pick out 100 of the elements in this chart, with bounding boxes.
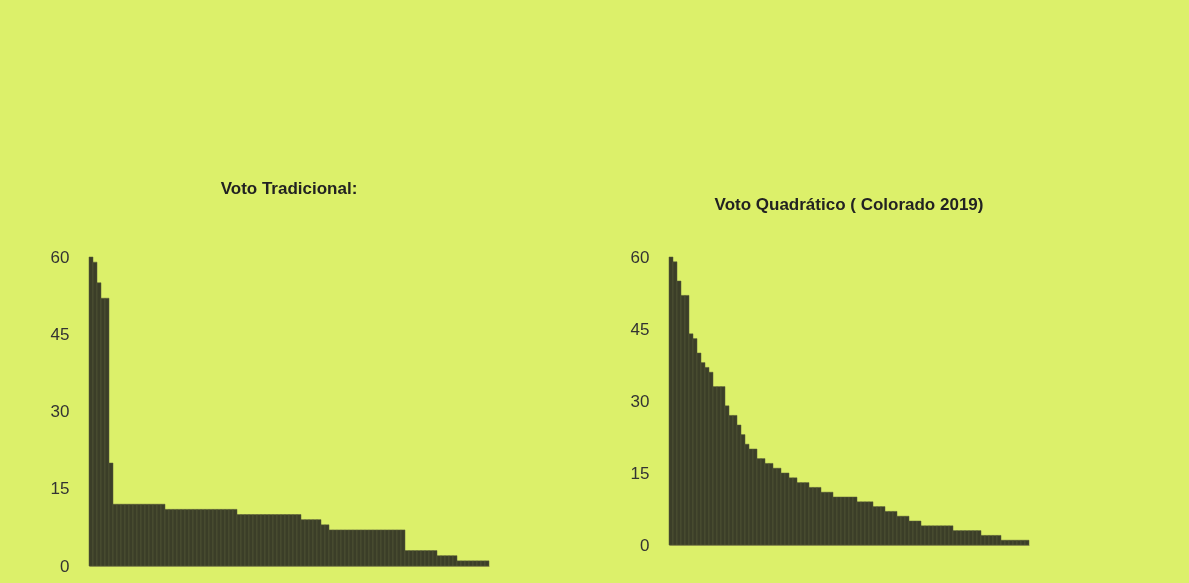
bar <box>240 514 246 567</box>
chart-title: Voto Quadrático ( Colorado 2019) <box>714 195 984 214</box>
bar <box>368 529 374 567</box>
y-tick-label: 0 <box>60 556 70 576</box>
bar <box>748 448 754 546</box>
bar <box>124 503 130 567</box>
bar <box>268 514 274 567</box>
bar <box>128 503 134 567</box>
bar <box>296 514 302 567</box>
bar <box>960 530 966 546</box>
bar <box>248 514 254 567</box>
bar <box>904 515 910 546</box>
bar <box>752 448 758 546</box>
bar <box>432 550 438 567</box>
bar <box>820 491 826 546</box>
bar <box>168 509 174 567</box>
bar <box>120 503 126 567</box>
bar <box>348 529 354 567</box>
bar <box>1020 539 1026 546</box>
bar <box>316 519 322 567</box>
bar <box>256 514 262 567</box>
bar <box>136 503 142 567</box>
bar <box>460 560 466 567</box>
bar <box>244 514 250 567</box>
bar <box>828 491 834 546</box>
bar <box>968 530 974 546</box>
bar <box>452 555 458 567</box>
bar <box>864 501 870 546</box>
bar <box>900 515 906 546</box>
bar <box>912 520 918 546</box>
bar <box>824 491 830 546</box>
bar <box>812 487 818 546</box>
bar <box>344 529 350 567</box>
bar <box>400 529 406 567</box>
bar <box>916 520 922 546</box>
bar <box>708 371 714 546</box>
bar <box>232 509 238 567</box>
bar <box>224 509 230 567</box>
bar <box>360 529 366 567</box>
bar <box>844 496 850 546</box>
bar <box>832 496 838 546</box>
bar <box>188 509 194 567</box>
bar <box>992 535 998 546</box>
bar <box>200 509 206 567</box>
bar <box>424 550 430 567</box>
bar <box>192 509 198 567</box>
bar <box>772 467 778 546</box>
bar <box>860 501 866 546</box>
bar <box>292 514 298 567</box>
bar <box>800 482 806 546</box>
bar <box>1000 539 1006 546</box>
bar <box>252 514 258 567</box>
bar <box>940 525 946 546</box>
bar <box>340 529 346 567</box>
bar <box>408 550 414 567</box>
bar <box>376 529 382 567</box>
bar <box>140 503 146 567</box>
bar <box>836 496 842 546</box>
bar <box>428 550 434 567</box>
bar <box>116 503 122 567</box>
bar <box>848 496 854 546</box>
bar <box>204 509 210 567</box>
bar <box>412 550 418 567</box>
bar <box>280 514 286 567</box>
bar <box>332 529 338 567</box>
bar <box>768 463 774 546</box>
bar <box>988 535 994 546</box>
bar <box>288 514 294 567</box>
bar <box>964 530 970 546</box>
bar <box>384 529 390 567</box>
bar <box>976 530 982 546</box>
y-tick-label: 60 <box>50 247 70 267</box>
bar <box>180 509 186 567</box>
y-tick-label: 15 <box>630 463 650 483</box>
bar <box>276 514 282 567</box>
bar <box>396 529 402 567</box>
bar <box>780 472 786 546</box>
bar <box>420 550 426 567</box>
bar <box>944 525 950 546</box>
bar <box>392 529 398 567</box>
bar <box>784 472 790 546</box>
bar <box>732 415 738 546</box>
bar <box>308 519 314 567</box>
bar <box>260 514 266 567</box>
bar <box>760 458 766 546</box>
chart-title: Voto Tradicional: <box>220 179 358 198</box>
bar <box>152 503 158 567</box>
bar <box>996 535 1002 546</box>
bar <box>804 482 810 546</box>
bar <box>472 560 478 567</box>
bar <box>464 560 470 567</box>
bar <box>104 297 110 567</box>
bar <box>468 560 474 567</box>
bar <box>196 509 202 567</box>
bar <box>892 511 898 546</box>
bar <box>132 503 138 567</box>
bar <box>440 555 446 567</box>
bar <box>336 529 342 567</box>
bar <box>932 525 938 546</box>
bar <box>356 529 362 567</box>
